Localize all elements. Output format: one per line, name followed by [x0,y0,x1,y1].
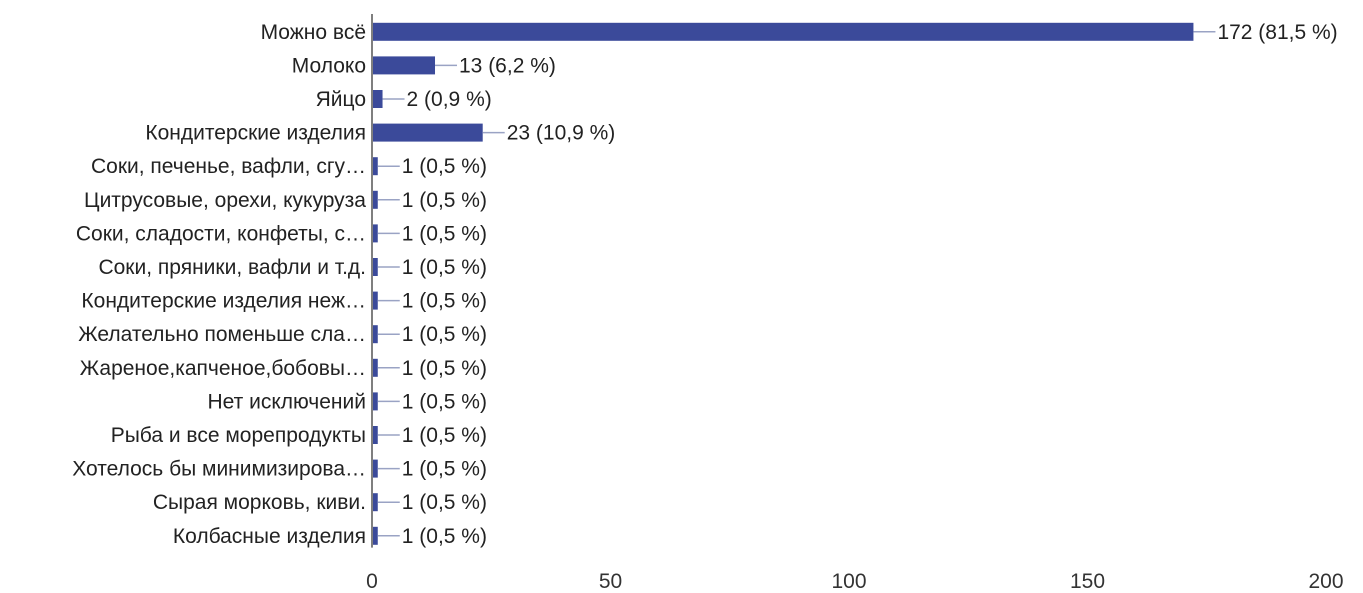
data-label-9: 1 (0,5 %) [402,323,487,346]
x-tick-label-4: 200 [1308,570,1343,593]
bar-1 [373,56,436,75]
category-label-13: Хотелось бы минимизирова… [72,458,366,481]
category-label-3: Кондитерские изделия [145,122,366,145]
category-label-14: Сырая морковь, киви. [153,491,366,514]
x-tick-label-3: 150 [1070,570,1105,593]
data-label-7: 1 (0,5 %) [402,256,487,279]
data-label-15: 1 (0,5 %) [402,525,487,548]
data-label-13: 1 (0,5 %) [402,458,487,481]
data-label-14: 1 (0,5 %) [402,491,487,514]
bar-15 [373,526,378,545]
bar-6 [373,224,378,243]
category-label-6: Соки, сладости, конфеты, с… [76,222,366,245]
category-label-10: Жареное,капченое,бобовы… [80,357,366,380]
bar-7 [373,258,378,276]
data-label-8: 1 (0,5 %) [402,290,487,313]
x-tick-label-2: 100 [831,570,866,593]
bar-0 [373,22,1194,41]
data-label-4: 1 (0,5 %) [402,155,487,178]
data-label-10: 1 (0,5 %) [402,357,487,380]
bars-group [373,22,1194,545]
category-label-2: Яйцо [316,88,366,111]
category-label-1: Молоко [292,54,366,77]
data-label-1: 13 (6,2 %) [459,54,556,77]
x-tick-label-0: 0 [366,570,378,593]
data-label-11: 1 (0,5 %) [402,390,487,413]
bar-3 [373,123,483,142]
category-label-4: Соки, печенье, вафли, сгу… [91,155,366,178]
bar-5 [373,190,378,209]
data-label-3: 23 (10,9 %) [507,122,616,145]
x-tick-label-1: 50 [599,570,622,593]
bar-9 [373,325,378,344]
data-label-12: 1 (0,5 %) [402,424,487,447]
category-label-7: Соки, пряники, вафли и т.д. [98,256,366,279]
data-label-2: 2 (0,9 %) [407,88,492,111]
x-tick-labels-group: 0 50 100 150 200 [366,570,1343,593]
category-label-11: Нет исключений [208,390,366,413]
category-label-0: Можно всё [261,21,366,44]
category-label-15: Колбасные изделия [173,525,366,548]
category-label-9: Желательно поменьше сла… [78,323,366,346]
bar-8 [373,291,378,310]
data-label-0: 172 (81,5 %) [1217,21,1337,44]
leader-lines-group [377,31,1216,537]
bar-2 [373,90,383,108]
bar-12 [373,426,378,444]
category-labels-group: Можно всё Молоко Яйцо Кондитерские изделия С… [72,21,366,548]
data-label-6: 1 (0,5 %) [402,222,487,245]
category-label-12: Рыба и все морепродукты [111,424,366,447]
bar-10 [373,358,378,377]
data-label-5: 1 (0,5 %) [402,189,487,212]
category-label-8: Кондитерские изделия неж… [81,290,366,313]
bar-11 [373,392,378,411]
bar-13 [373,459,378,478]
value-labels-group: 172 (81,5 %) 13 (6,2 %) 2 (0,9 %) 23 (10,9 … [402,21,1338,548]
category-label-5: Цитрусовые, орехи, кукуруза [84,189,366,212]
bar-14 [373,493,378,512]
bar-4 [373,157,378,176]
